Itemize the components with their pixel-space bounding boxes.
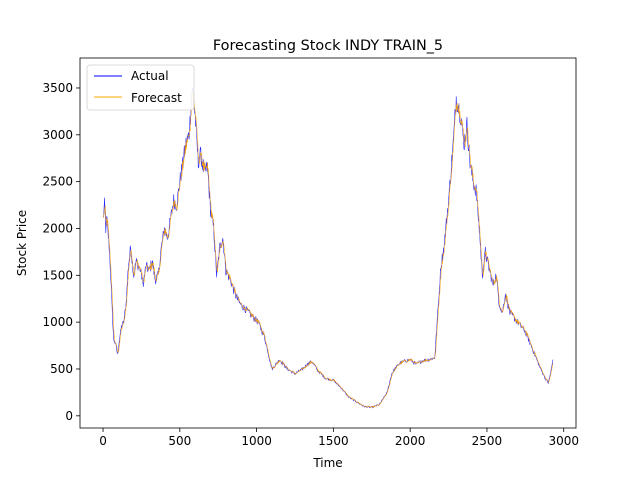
- x-tick-label: 2000: [395, 434, 426, 448]
- y-tick-label: 500: [50, 362, 73, 376]
- x-axis-label: Time: [312, 456, 342, 470]
- y-tick-label: 3000: [42, 128, 73, 142]
- legend-actual-label: Actual: [131, 69, 169, 83]
- plot-area: [80, 58, 576, 428]
- x-tick-label: 1000: [241, 434, 272, 448]
- chart-title: Forecasting Stock INDY TRAIN_5: [213, 38, 443, 54]
- series-forecast-line: [102, 91, 554, 409]
- legend-forecast-label: Forecast: [131, 91, 182, 105]
- y-axis-label: Stock Price: [15, 210, 29, 276]
- y-tick-label: 2500: [42, 175, 73, 189]
- x-axis: 0 500 1000 1500 2000 2500 3000: [99, 428, 579, 448]
- y-tick-label: 1000: [42, 315, 73, 329]
- y-tick-label: 1500: [42, 268, 73, 282]
- legend: Actual Forecast: [86, 64, 195, 111]
- y-tick-label: 2000: [42, 221, 73, 235]
- x-tick-label: 1500: [318, 434, 349, 448]
- x-tick-label: 3000: [548, 434, 579, 448]
- y-tick-label: 0: [65, 409, 73, 423]
- y-tick-label: 3500: [42, 81, 73, 95]
- x-tick-label: 500: [168, 434, 191, 448]
- y-axis: 0 500 1000 1500 2000 2500 3000 3500: [42, 81, 80, 423]
- x-tick-label: 0: [99, 434, 107, 448]
- x-tick-label: 2500: [472, 434, 503, 448]
- data-lines: [102, 87, 554, 409]
- plot-frame: [79, 57, 577, 429]
